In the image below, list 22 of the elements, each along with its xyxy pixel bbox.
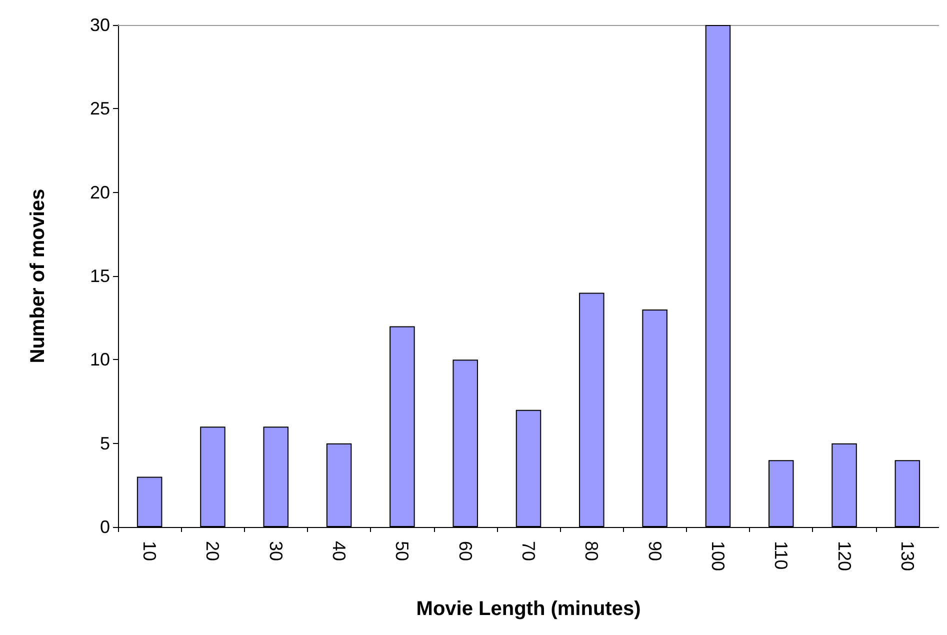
x-tick-label: 10 (140, 541, 160, 562)
y-tick-label: 25 (90, 98, 110, 119)
x-tick-label: 100 (708, 541, 728, 572)
y-tick-label: 20 (90, 182, 110, 202)
y-tick-label: 15 (90, 266, 110, 286)
y-tick-label: 30 (90, 15, 110, 35)
x-tick-label: 120 (834, 541, 854, 572)
x-tick-label: 20 (202, 541, 223, 562)
x-tick-label: 40 (329, 541, 350, 562)
x-tick-label: 50 (392, 541, 412, 562)
x-tick-label: 90 (644, 541, 665, 562)
y-tick-label: 0 (100, 517, 110, 537)
x-tick-label: 130 (897, 541, 918, 572)
x-tick-label: 110 (771, 541, 792, 570)
y-tick-label: 10 (90, 350, 110, 370)
x-tick-label: 80 (582, 541, 602, 562)
x-tick-label: 60 (455, 541, 476, 562)
y-axis-title: Number of movies (27, 188, 49, 364)
y-tick-label: 5 (100, 433, 110, 454)
x-tick-label: 70 (518, 541, 538, 562)
x-tick-label: 30 (266, 541, 286, 562)
x-axis-title: Movie Length (minutes) (416, 598, 641, 620)
